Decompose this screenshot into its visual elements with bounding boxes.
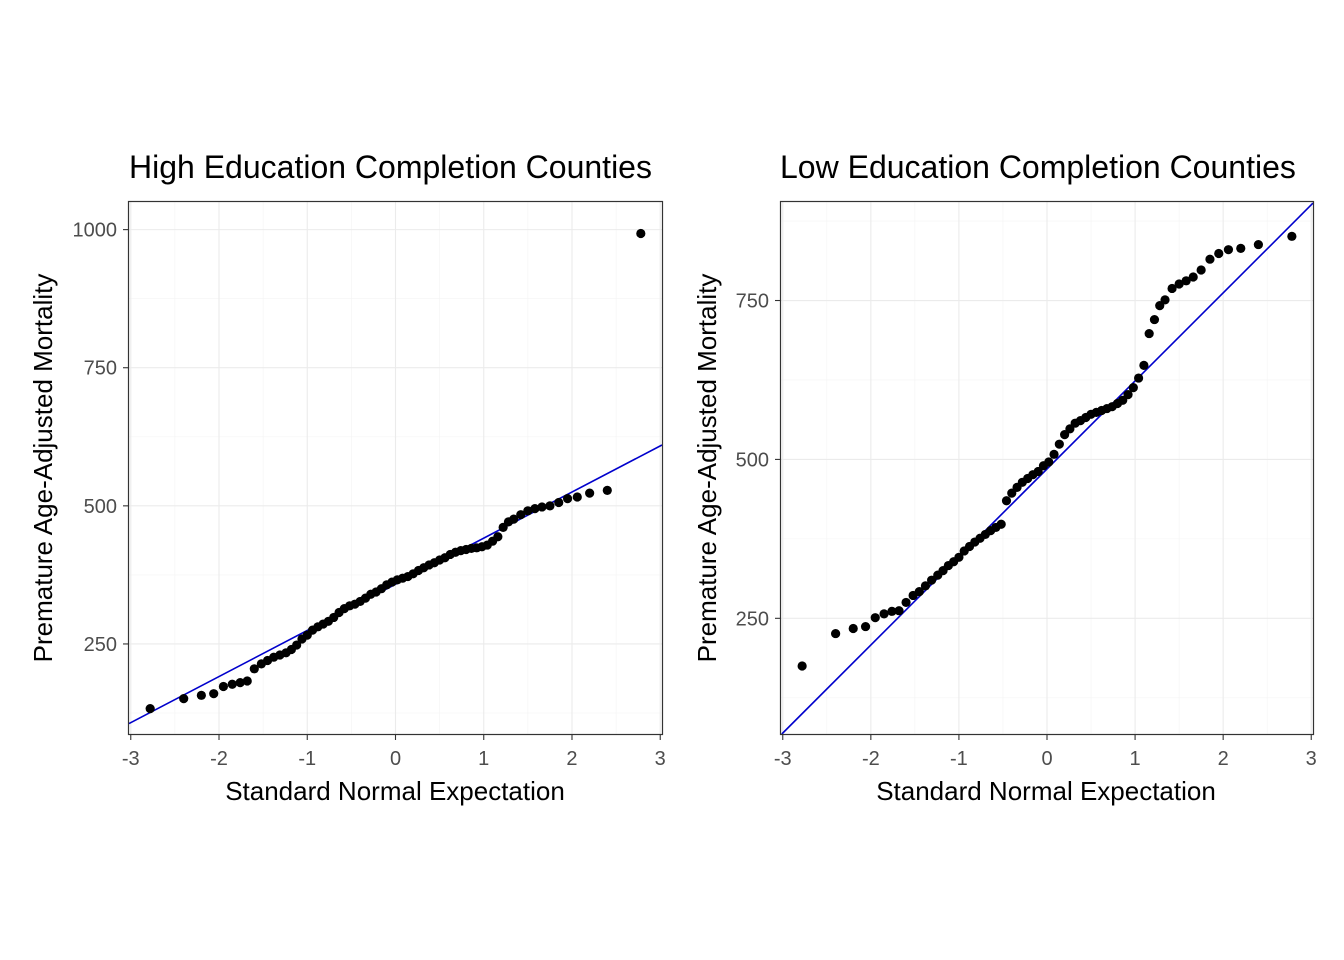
data-point [523, 506, 533, 516]
data-point [227, 679, 237, 689]
x-axis-low-education: -3 -2 -1 0 1 2 3 [774, 734, 1317, 770]
y-tick-label: 750 [84, 358, 117, 380]
data-point [901, 597, 911, 608]
data-point [1128, 382, 1138, 393]
data-point [530, 504, 540, 514]
data-point [996, 519, 1006, 529]
data-point [1236, 243, 1246, 253]
data-point [954, 552, 964, 562]
data-point [1196, 265, 1206, 275]
data-point [636, 228, 646, 239]
data-point [1223, 245, 1234, 255]
data-point [1253, 239, 1263, 250]
data-point [145, 703, 155, 714]
data-point [1149, 314, 1160, 325]
chart-title-low-education: Low Education Completion Counties [780, 149, 1296, 185]
data-point [562, 494, 573, 504]
data-point [209, 689, 219, 699]
y-tick-label: 1000 [73, 220, 118, 242]
data-point [887, 606, 897, 616]
x-axis-high-education: -3 -2 -1 0 1 2 3 [122, 734, 666, 770]
x-tick-label: -1 [950, 748, 968, 770]
grid-high-education [129, 202, 662, 734]
data-point [554, 497, 564, 508]
data-point [1139, 360, 1149, 370]
points-high-education [145, 228, 646, 714]
data-point [1123, 389, 1133, 400]
data-point [1134, 373, 1144, 383]
data-point [860, 621, 871, 632]
data-point [235, 678, 245, 688]
data-point [1205, 254, 1215, 264]
x-tick-label: -3 [774, 748, 792, 770]
data-point [509, 514, 519, 524]
data-point [218, 681, 229, 692]
data-point [920, 581, 931, 591]
data-point [870, 613, 880, 623]
y-axis-title-high-education: Premature Age-Adjusted Mortality [28, 274, 58, 663]
data-point [1287, 231, 1297, 241]
data-point [572, 492, 582, 502]
x-tick-label: 3 [1306, 748, 1317, 770]
x-tick-label: -2 [210, 748, 228, 770]
x-tick-label: 1 [1130, 748, 1141, 770]
y-axis-low-education: 250 500 750 [736, 291, 781, 630]
data-point [249, 664, 259, 674]
data-point [537, 502, 547, 512]
data-point [1001, 496, 1012, 506]
x-tick-label: 2 [1218, 748, 1229, 770]
data-point [1214, 248, 1224, 259]
x-axis-title-low-education: Standard Normal Expectation [876, 776, 1216, 806]
x-tick-label: -3 [122, 748, 140, 770]
data-point [894, 606, 904, 616]
data-point [516, 510, 526, 520]
x-tick-label: 3 [655, 748, 666, 770]
data-point [927, 575, 937, 585]
x-tick-label: 0 [1041, 748, 1052, 770]
chart-title-high-education: High Education Completion Counties [129, 149, 652, 185]
x-tick-label: 2 [566, 748, 577, 770]
data-point [292, 640, 302, 650]
data-point [1188, 272, 1198, 282]
x-tick-label: -2 [862, 748, 880, 770]
points-low-education [797, 231, 1297, 671]
data-point [1181, 276, 1191, 286]
y-tick-label: 750 [736, 291, 769, 313]
data-point [196, 690, 206, 700]
data-point [879, 609, 889, 619]
data-point [602, 485, 612, 495]
data-point [585, 488, 595, 498]
data-point [1174, 279, 1184, 289]
data-point [914, 587, 924, 597]
data-point [179, 694, 189, 704]
y-axis-title-low-education: Premature Age-Adjusted Mortality [692, 274, 722, 663]
y-tick-label: 500 [84, 496, 117, 518]
data-point [1049, 449, 1059, 459]
data-point [831, 628, 841, 639]
data-point [1044, 457, 1054, 467]
x-tick-label: -1 [298, 748, 316, 770]
data-point [242, 676, 252, 686]
qq-reference-line [781, 202, 1314, 735]
data-point [848, 623, 858, 634]
data-point [545, 501, 555, 511]
grid-low-education [781, 202, 1313, 734]
y-tick-label: 250 [736, 608, 769, 630]
data-point [493, 532, 503, 542]
y-tick-label: 500 [736, 449, 769, 471]
y-tick-label: 250 [84, 634, 117, 656]
x-axis-title-high-education: Standard Normal Expectation [225, 776, 565, 806]
x-tick-label: 1 [478, 748, 489, 770]
reference-line-low-education [781, 202, 1314, 735]
data-point [1054, 439, 1064, 449]
panel-low-education: Low Education Completion Counties -3 -2 -1… [692, 149, 1317, 806]
data-point [1144, 328, 1154, 339]
data-point [1167, 283, 1177, 294]
panel-high-education: High Education Completion Counties -3 -2-… [28, 149, 666, 806]
x-tick-label: 0 [390, 748, 401, 770]
y-axis-high-education: 250 500 750 1000 [73, 220, 129, 656]
data-point [1160, 295, 1170, 305]
data-point [797, 661, 807, 671]
